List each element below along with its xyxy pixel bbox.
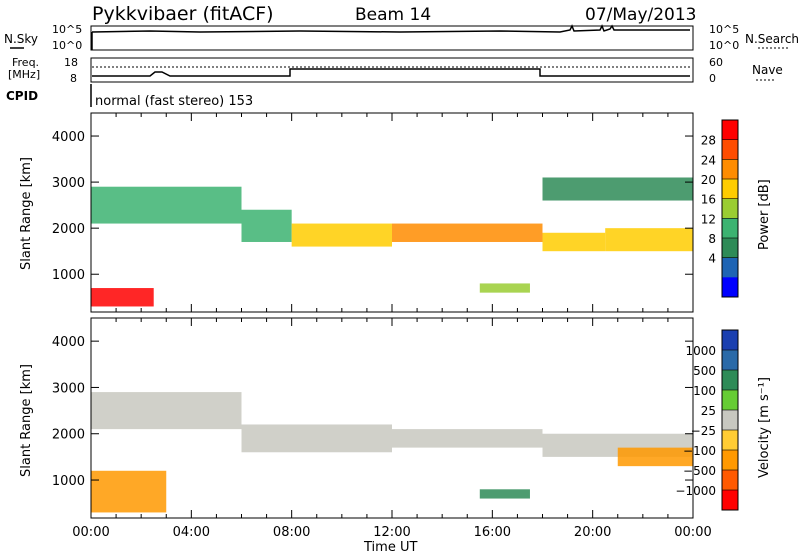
freq-label-1: Freq. [12, 56, 39, 69]
data-region [479, 489, 530, 499]
colorbar-tick-label: 20 [701, 173, 716, 187]
power-ylabel: Slant Range [km] [19, 157, 34, 270]
nsearch-label: N.Search [745, 32, 799, 46]
freq-tick-bottom: 8 [70, 72, 77, 85]
data-region [91, 288, 154, 307]
power-colorbar-label: Power [dB] [757, 179, 772, 250]
colorbar-swatch [722, 470, 738, 491]
colorbar-swatch [722, 257, 738, 278]
y-tick-label: 4000 [52, 130, 85, 145]
colorbar-swatch [722, 179, 738, 200]
data-region [241, 209, 292, 242]
colorbar-tick-label: 28 [701, 134, 716, 148]
x-tick-label: 00:00 [674, 525, 711, 540]
colorbar-swatch [722, 238, 738, 259]
freq-trace [92, 68, 690, 77]
nsearch-tick-top: 10^5 [709, 23, 739, 36]
nsky-tick-top: 10^5 [52, 23, 82, 36]
colorbar-tick-label: 16 [701, 193, 716, 207]
data-region [392, 223, 543, 242]
colorbar-tick-label: 25 [701, 404, 716, 418]
x-tick-label: 20:00 [574, 525, 611, 540]
data-region [542, 232, 606, 252]
nave-tick-top: 60 [709, 56, 723, 69]
cpid-text: normal (fast stereo) 153 [95, 94, 253, 109]
y-tick-label: 3000 [52, 176, 85, 191]
colorbar-tick-label: −25 [691, 424, 716, 438]
nave-label: Nave [752, 63, 783, 77]
colorbar-swatch [722, 390, 738, 411]
y-tick-label: 4000 [52, 335, 85, 350]
freq-tick-top: 18 [64, 56, 78, 69]
data-region [91, 470, 167, 513]
x-tick-label: 16:00 [474, 525, 511, 540]
nsky-strip [90, 25, 694, 51]
colorbar-tick-label: −500 [683, 464, 716, 478]
y-tick-label: 1000 [52, 268, 85, 283]
colorbar-swatch [722, 330, 738, 351]
cpid-label: CPID [6, 89, 38, 103]
colorbar-tick-label: 8 [708, 232, 716, 246]
y-tick-label: 2000 [52, 222, 85, 237]
freq-strip [90, 57, 694, 83]
velocity-colorbar: 1000 500 100 25 −25 −100 −500 −1000 [675, 329, 739, 511]
data-region [91, 392, 242, 430]
colorbar-tick-label: −100 [683, 444, 716, 458]
power-panel: 4000 3000 2000 1000 [52, 112, 694, 313]
colorbar-swatch [722, 218, 738, 239]
velocity-panel: 4000 3000 2000 1000 [52, 317, 694, 519]
data-region [605, 228, 693, 252]
colorbar-tick-label: −1000 [675, 484, 716, 498]
x-axis-label: Time UT [363, 540, 417, 554]
data-region [291, 223, 392, 247]
x-tick-label: 04:00 [173, 525, 210, 540]
colorbar-swatch [722, 198, 738, 219]
radar-title: Pykkvibaer (fitACF) [92, 3, 274, 25]
colorbar-tick-label: 24 [701, 153, 716, 167]
y-tick-label: 1000 [52, 474, 85, 489]
x-tick-label: 08:00 [273, 525, 310, 540]
colorbar-swatch [722, 490, 738, 511]
beam-label: Beam 14 [355, 5, 431, 25]
date-label: 07/May/2013 [585, 5, 697, 25]
freq-label-2: [MHz] [8, 68, 40, 81]
colorbar-tick-label: 12 [701, 212, 716, 226]
colorbar-swatch [722, 139, 738, 160]
velocity-ylabel: Slant Range [km] [19, 364, 34, 477]
power-colorbar: 28 24 20 16 12 8 4 [701, 119, 739, 298]
colorbar-tick-label: 100 [693, 384, 716, 398]
colorbar-tick-label: 4 [708, 252, 716, 266]
x-axis: 00:00 04:00 08:00 12:00 16:00 20:00 00:00 [72, 525, 711, 540]
nsky-trace [91, 24, 690, 33]
nave-tick-bottom: 0 [709, 72, 716, 85]
colorbar-swatch [722, 159, 738, 180]
x-tick-label: 00:00 [72, 525, 109, 540]
data-region [392, 429, 543, 448]
y-tick-label: 2000 [52, 428, 85, 443]
colorbar-swatch [722, 277, 738, 298]
colorbar-swatch [722, 370, 738, 391]
colorbar-swatch [722, 350, 738, 371]
colorbar-swatch [722, 430, 738, 451]
colorbar-tick-label: 500 [693, 364, 716, 378]
data-region [542, 177, 693, 201]
y-tick-label: 3000 [52, 381, 85, 396]
data-region [479, 283, 530, 293]
colorbar-swatch [722, 450, 738, 471]
colorbar-swatch [722, 120, 738, 141]
colorbar-swatch [722, 410, 738, 431]
data-region [91, 186, 242, 224]
nsearch-tick-bottom: 10^0 [709, 39, 739, 52]
nsky-label: N.Sky [4, 32, 38, 46]
x-tick-label: 12:00 [373, 525, 410, 540]
colorbar-tick-label: 1000 [685, 344, 716, 358]
velocity-colorbar-label: Velocity [m s⁻¹] [757, 377, 772, 478]
nsky-tick-bottom: 10^0 [52, 39, 82, 52]
data-region [617, 447, 693, 467]
data-region [241, 424, 392, 453]
